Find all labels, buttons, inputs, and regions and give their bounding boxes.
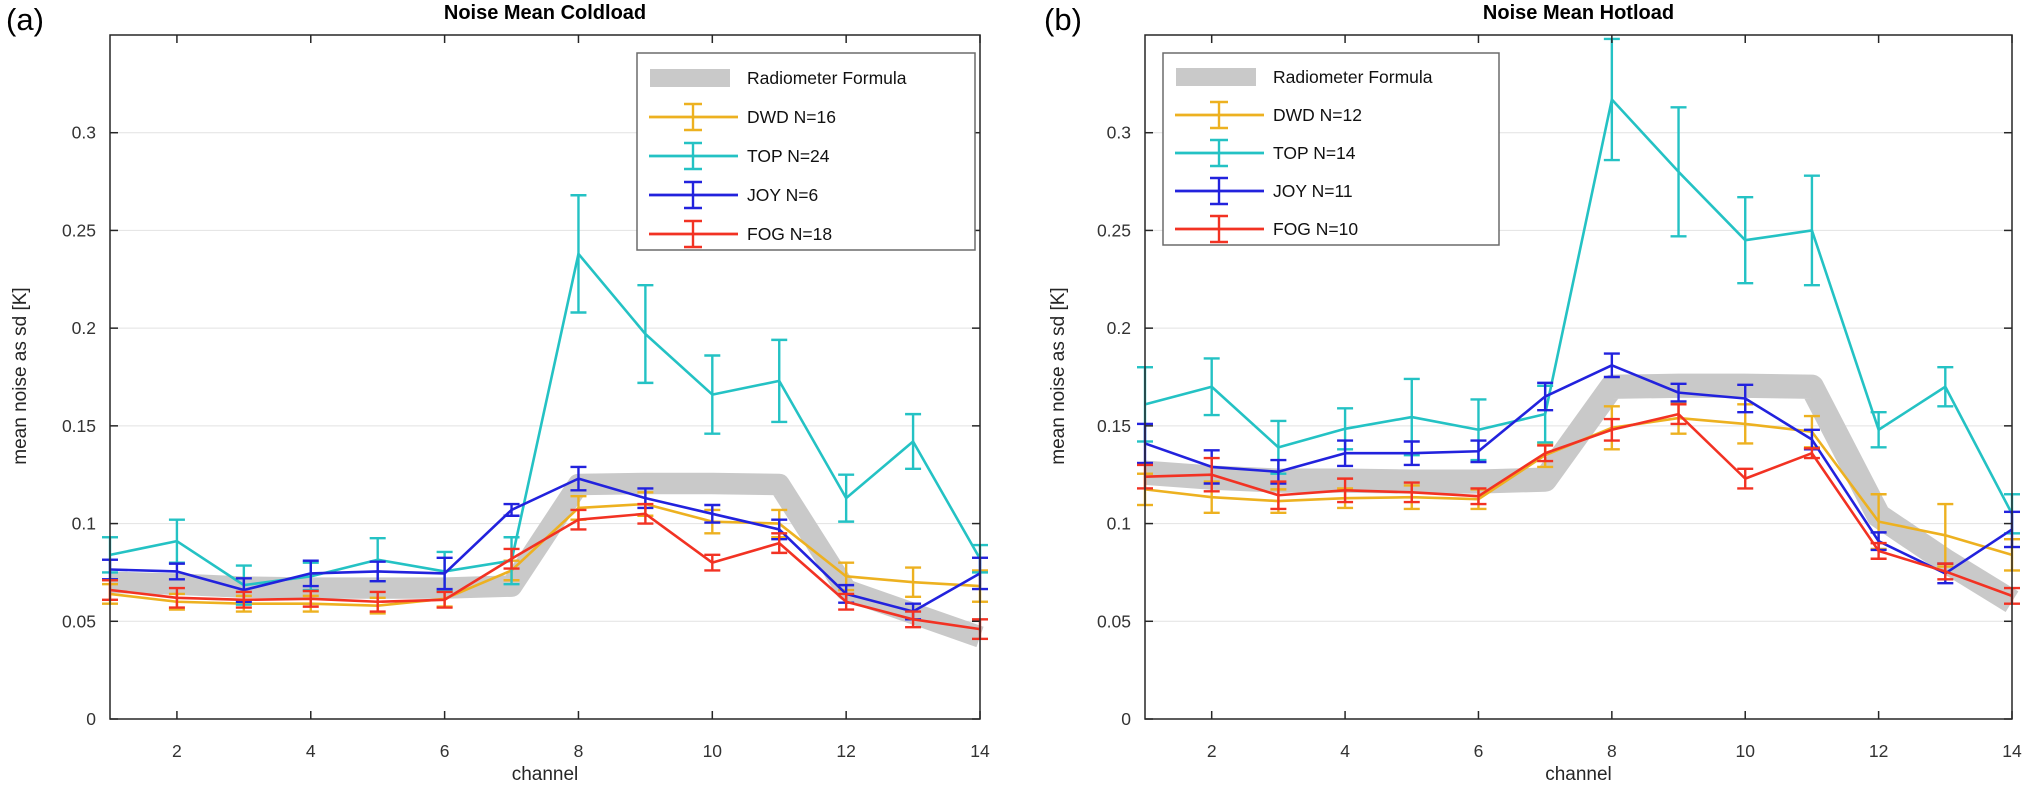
legend-label-a: DWD N=16: [747, 107, 836, 127]
y-tick-label-b: 0.05: [1097, 611, 1131, 631]
legend-label-a: Radiometer Formula: [747, 68, 907, 88]
x-tick-label-a: 10: [703, 741, 723, 761]
legend-label-b: FOG N=10: [1273, 219, 1358, 239]
series-line-top-a: [109, 252, 982, 587]
panel-a-xlabel: channel: [511, 764, 579, 785]
series-line-fog-b: [1144, 412, 2013, 598]
legend-label-b: TOP N=14: [1273, 143, 1356, 163]
x-tick-label-a: 6: [440, 741, 450, 761]
y-tick-label-b: 0.1: [1107, 514, 1131, 534]
x-tick-label-b: 4: [1340, 741, 1350, 761]
y-tick-label-a: 0.3: [72, 123, 96, 143]
legend-swatch-radiometer-b: [1176, 68, 1256, 86]
x-tick-label-b: 2: [1207, 741, 1217, 761]
y-tick-label-b: 0.15: [1097, 416, 1131, 436]
legend-label-b: JOY N=11: [1273, 181, 1353, 201]
series-line-joy-a: [109, 477, 981, 613]
y-tick-label-a: 0.25: [62, 220, 96, 240]
y-tick-label-b: 0: [1121, 709, 1131, 729]
x-tick-label-a: 2: [172, 741, 182, 761]
legend-label-a: JOY N=6: [747, 185, 818, 205]
y-tick-label-a: 0.2: [72, 318, 96, 338]
series-line-top-b: [1144, 98, 2014, 515]
panel-letter-a: (a): [6, 2, 44, 37]
radiometer-band-b: [1144, 373, 2019, 613]
radiometer-band-a: [109, 472, 984, 648]
y-tick-label-b: 0.2: [1107, 318, 1131, 338]
x-tick-label-b: 12: [1869, 741, 1888, 761]
legend-label-a: TOP N=24: [747, 146, 830, 166]
series-line-joy-b: [1144, 363, 2013, 575]
legend-label-a: FOG N=18: [747, 224, 832, 244]
y-tick-label-b: 0.25: [1097, 220, 1131, 240]
y-tick-label-a: 0.05: [62, 611, 96, 631]
panel-letter-b: (b): [1044, 2, 1082, 37]
panel-a-ylabel: mean noise as sd [K]: [10, 287, 31, 465]
panel-b-title: Noise Mean Hotload: [1482, 2, 1675, 24]
x-tick-label-a: 12: [836, 741, 855, 761]
x-tick-label-a: 14: [970, 741, 990, 761]
panel-b-ylabel: mean noise as sd [K]: [1048, 287, 1069, 465]
x-tick-label-a: 4: [306, 741, 316, 761]
y-tick-label-b: 0.3: [1107, 123, 1131, 143]
panel-b-xlabel: channel: [1545, 764, 1612, 785]
y-tick-label-a: 0.15: [62, 416, 96, 436]
y-tick-label-a: 0.1: [72, 514, 96, 534]
axis-box-a: [109, 34, 981, 720]
legend-label-b: DWD N=12: [1273, 105, 1362, 125]
panel-a-title: Noise Mean Coldload: [443, 2, 647, 24]
x-tick-label-b: 14: [2002, 741, 2022, 761]
axis-box-b: [1144, 34, 2013, 720]
x-tick-label-a: 8: [574, 741, 584, 761]
series-line-fog-a: [109, 512, 981, 631]
y-tick-label-a: 0: [86, 709, 96, 729]
x-tick-label-b: 8: [1607, 741, 1617, 761]
x-tick-label-b: 6: [1474, 741, 1484, 761]
legend-label-b: Radiometer Formula: [1273, 67, 1433, 87]
legend-swatch-radiometer-a: [650, 69, 730, 87]
x-tick-label-b: 10: [1735, 741, 1755, 761]
